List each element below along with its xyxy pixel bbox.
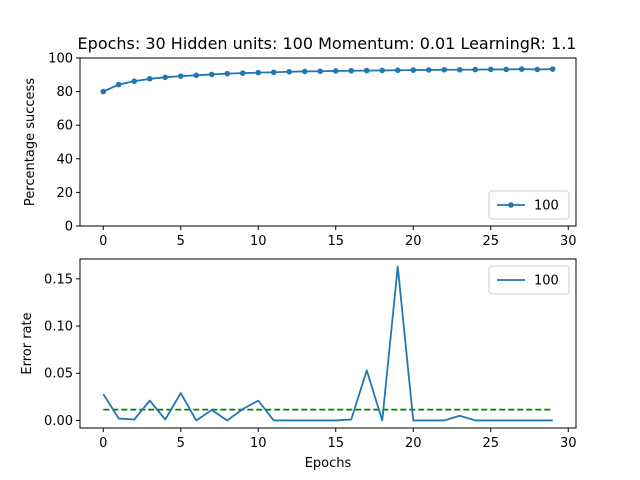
data-point	[503, 66, 510, 73]
y-tick-label: 20	[56, 186, 73, 201]
data-point	[115, 81, 122, 88]
legend-marker	[508, 202, 514, 208]
data-point	[394, 67, 401, 74]
x-tick-label: 15	[327, 234, 344, 249]
legend-label: 100	[534, 199, 559, 214]
x-tick-label: 20	[405, 436, 422, 451]
y-tick-label: 0.15	[44, 272, 73, 287]
data-point	[301, 68, 308, 75]
data-point	[348, 67, 355, 74]
legend-box	[488, 265, 570, 295]
data-point	[286, 68, 293, 75]
y-tick-label: 40	[56, 152, 73, 167]
x-tick-label: 20	[405, 234, 422, 249]
data-point	[379, 67, 386, 74]
data-point	[487, 66, 494, 73]
data-point	[193, 72, 200, 79]
series-line	[102, 265, 553, 422]
data-point	[131, 78, 138, 84]
data-point	[441, 66, 448, 73]
y-tick-label: 0.10	[44, 320, 73, 335]
legend: 100	[488, 265, 570, 295]
x-tick-label: 25	[482, 234, 499, 249]
data-point	[363, 67, 370, 74]
x-tick-label: 15	[327, 436, 344, 451]
data-point	[100, 88, 107, 95]
data-point	[518, 66, 525, 72]
data-point	[146, 76, 153, 82]
data-point	[208, 71, 215, 78]
plot-frame	[79, 258, 577, 429]
error-chart-panel: 0 5 10 15 20 25 30 0.00 0.05 0.10 0.15 Error rate Ep…	[20, 258, 577, 471]
y-tick-label: 0.00	[44, 414, 73, 429]
data-point	[472, 66, 479, 73]
data-point	[270, 69, 277, 76]
y-axis-label: Percentage success	[23, 78, 38, 206]
y-tick-label: 80	[56, 85, 73, 100]
legend: 100	[488, 190, 570, 220]
data-point	[549, 66, 556, 72]
plot-frame	[79, 57, 577, 227]
data-point	[162, 74, 169, 81]
x-tick-label: 30	[560, 436, 577, 451]
data-point	[410, 67, 417, 73]
x-tick-label: 0	[99, 234, 107, 249]
x-tick-label: 0	[99, 436, 107, 451]
x-tick-label: 30	[560, 234, 577, 249]
chart-title: Epochs: 30 Hidden units: 100 Momentum: 0…	[78, 34, 577, 53]
success-chart-panel: 0 5 10 15 20 25 30 0 20 40 60 80 100 Percentage succe…	[23, 52, 577, 250]
data-point	[317, 68, 324, 75]
data-point	[255, 69, 262, 76]
x-tick-label: 10	[250, 234, 267, 249]
x-axis-label: Epochs	[305, 456, 352, 471]
data-point	[425, 67, 432, 73]
x-tick-label: 25	[482, 436, 499, 451]
x-tick-label: 10	[250, 436, 267, 451]
x-tick-label: 5	[177, 436, 185, 451]
x-tick-label: 5	[177, 234, 185, 249]
legend-label: 100	[534, 274, 559, 289]
data-point	[332, 68, 339, 74]
y-tick-label: 60	[56, 119, 73, 134]
y-tick-label: 100	[48, 52, 73, 67]
y-tick-label: 0	[65, 220, 73, 235]
data-point	[224, 70, 231, 77]
data-point	[456, 66, 463, 73]
data-point	[534, 66, 541, 73]
data-point	[177, 73, 184, 79]
data-point	[239, 70, 246, 76]
y-tick-label: 0.05	[44, 367, 73, 382]
legend-box	[488, 190, 570, 220]
y-axis-label: Error rate	[20, 312, 35, 374]
